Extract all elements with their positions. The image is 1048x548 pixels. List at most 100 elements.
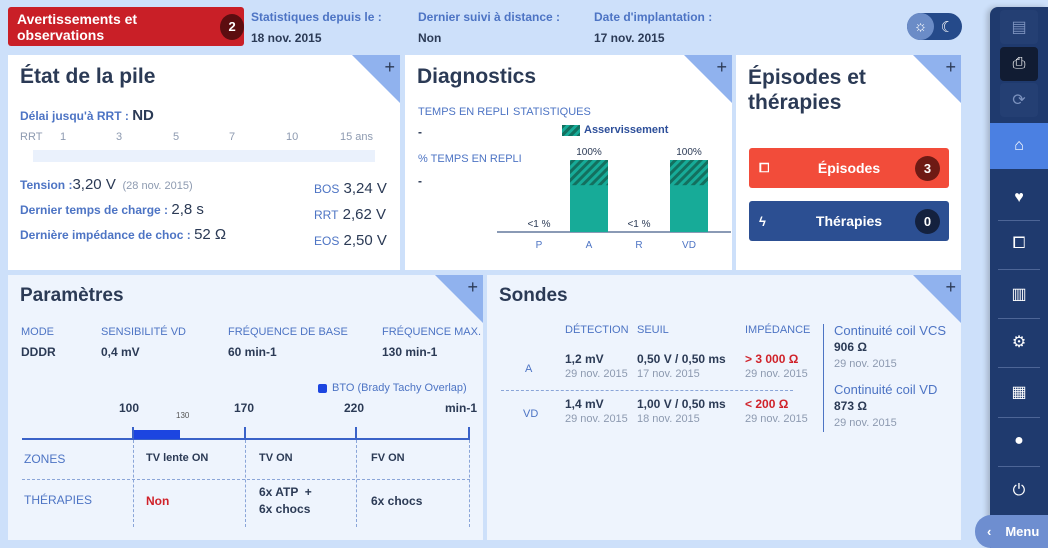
card-corner [684, 55, 732, 103]
param-label: SENSIBILITÉ VD [101, 326, 186, 338]
category-label: P [536, 240, 543, 251]
chart-legend: Asservissement [562, 124, 668, 136]
card-corner [435, 275, 483, 323]
home-icon[interactable]: ⌂ [990, 123, 1048, 169]
charge-label: Dernier temps de charge : [20, 203, 169, 217]
charge-value: 2,8 s [171, 201, 204, 218]
param-label: MODE [21, 326, 54, 338]
lead-name: A [525, 363, 533, 375]
stat-implant: Date d'implantation : 17 nov. 2015 [594, 10, 712, 45]
bar-value-label: <1 % [627, 219, 650, 230]
scale-label: RRT [20, 131, 43, 143]
fallback-pct-label: % TEMPS EN REPLI [418, 153, 522, 165]
expand-plus-icon[interactable]: + [945, 57, 956, 77]
bto-legend: BTO (Brady Tachy Overlap) [318, 382, 467, 394]
rrt-bar [33, 150, 375, 162]
ecg-icon[interactable]: ⧠ [1012, 235, 1026, 252]
coil-value: 873 Ω [834, 399, 867, 413]
therapies-button[interactable]: ϟ Thérapies 0 [749, 201, 949, 241]
warnings-button[interactable]: Avertissements et observations 2 [8, 7, 244, 46]
episodes-count-badge: 3 [915, 155, 940, 181]
param-value: 130 min-1 [382, 345, 438, 359]
diagnostics-card: + Diagnostics TEMPS EN REPLI - % TEMPS E… [405, 55, 732, 270]
lightning-icon: ϟ [759, 213, 766, 229]
power-icon[interactable]: ⏻ [1012, 482, 1026, 499]
lead-row-vd: VD 1,4 mV 29 nov. 2015 1,00 V / 0,50 ms 18… [487, 397, 817, 437]
legend-swatch [562, 124, 580, 136]
rate-axis [22, 438, 470, 440]
scale-label: 10 [286, 131, 299, 143]
episodes-button[interactable]: ⧠ Épisodes 3 [749, 148, 949, 188]
threshold-value: 1,00 V / 0,50 ms [637, 397, 726, 411]
statistics-icon[interactable]: ▥ [1011, 286, 1027, 303]
episodes-label: Épisodes [817, 160, 881, 176]
statistics-label: STATISTIQUES [513, 106, 591, 118]
impedance-date: 29 nov. 2015 [745, 368, 808, 380]
detection-value: 1,2 mV [565, 352, 604, 366]
title-line: thérapies [748, 91, 842, 114]
sun-icon[interactable]: ☼ [907, 13, 934, 40]
expand-plus-icon[interactable]: + [945, 277, 956, 297]
menu-button[interactable]: ‹ Menu [975, 515, 1048, 548]
bto-bar [133, 430, 180, 439]
heart-icon[interactable]: ♥ [1014, 189, 1024, 206]
card-title: Diagnostics [417, 65, 537, 88]
threshold-date: 17 nov. 2015 [637, 368, 700, 380]
therapy-value: 6x chocs [259, 502, 311, 516]
moon-icon[interactable]: ☾ [940, 18, 955, 36]
tension-date: (28 nov. 2015) [122, 180, 193, 192]
tension-label: Tension : [20, 178, 73, 192]
detection-value: 1,4 mV [565, 397, 604, 411]
category-label: A [586, 240, 593, 251]
row-divider [501, 390, 793, 391]
threshold-date: 18 nov. 2015 [637, 413, 700, 425]
therapy-value: 6x ATP + [259, 485, 312, 499]
category-label: R [635, 240, 642, 251]
param-sensitivity: SENSIBILITÉ VD 0,4 mV [101, 326, 186, 359]
chevron-left-icon: ‹ [987, 524, 992, 539]
coil-date: 29 nov. 2015 [834, 417, 897, 429]
stat-label: Dernier suivi à distance : [418, 10, 561, 24]
tick-label: 100 [119, 401, 140, 415]
menu-label: Menu [1005, 524, 1040, 539]
coil-divider [823, 324, 824, 432]
theme-toggle[interactable]: ☼ ☾ [907, 13, 962, 40]
stat-label: Date d'implantation : [594, 10, 713, 24]
card-title: Épisodes et thérapies [748, 65, 866, 115]
therapy-value: Non [146, 494, 170, 508]
param-value: DDDR [21, 345, 56, 359]
gear-icon[interactable]: ⚙ [1011, 334, 1027, 351]
param-label: FRÉQUENCE MAX. [382, 326, 482, 338]
tick-label: min-1 [445, 401, 478, 415]
tick-label: 170 [234, 401, 255, 415]
report-icon[interactable]: ▤ [1000, 10, 1038, 44]
stat-value: 17 nov. 2015 [594, 31, 665, 45]
print-icon[interactable]: ⎙ [1000, 47, 1038, 81]
therapies-row-label: THÉRAPIES [24, 493, 93, 507]
param-value: 0,4 mV [101, 345, 140, 359]
sync-icon[interactable]: ⟳ [1000, 83, 1038, 117]
expand-plus-icon[interactable]: + [716, 57, 727, 77]
expand-plus-icon[interactable]: + [467, 277, 478, 297]
document-icon[interactable]: ▦ [1011, 384, 1027, 401]
title-line: Épisodes et [748, 66, 866, 89]
fallback-time-value: - [418, 125, 422, 139]
bto-legend-label: BTO (Brady Tachy Overlap) [332, 382, 467, 394]
rrt-label: RRT [314, 208, 339, 222]
card-corner [913, 55, 961, 103]
expand-plus-icon[interactable]: + [384, 57, 395, 77]
therapy-value: 6x chocs [371, 494, 423, 508]
coil-value: 906 Ω [834, 340, 867, 354]
user-icon[interactable]: ● [1014, 432, 1024, 449]
card-corner [913, 275, 961, 323]
scale-label: 1 [60, 131, 67, 143]
category-label: VD [682, 240, 696, 251]
fallback-pct-value: - [418, 174, 422, 188]
scale-label: 7 [229, 131, 236, 143]
legend-label: Asservissement [584, 124, 669, 136]
sidebar: ▤ ⎙ ⟳ ⌂ ♥ ⧠ ▥ ⚙ ▦ ● ⏻ [990, 7, 1048, 548]
zone-label: FV ON [371, 452, 405, 464]
detection-date: 29 nov. 2015 [565, 413, 628, 425]
coil-label: Continuité coil VD [834, 382, 938, 397]
coil-vcs: Continuité coil VCS 906 Ω 29 nov. 2015 [834, 322, 946, 373]
